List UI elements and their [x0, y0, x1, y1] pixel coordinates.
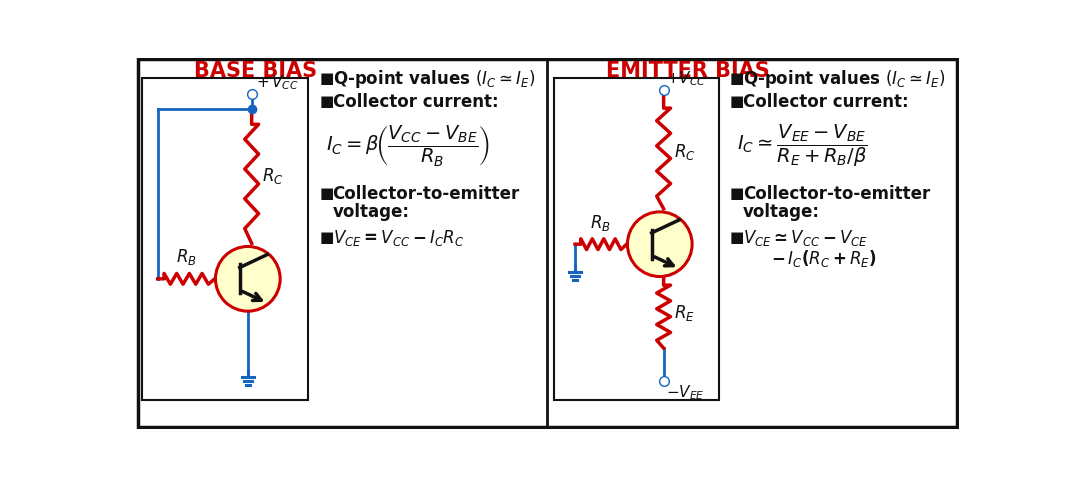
- Text: Q-point values $(I_C \simeq I_E)$: Q-point values $(I_C \simeq I_E)$: [743, 67, 945, 90]
- Text: $\blacksquare$: $\blacksquare$: [318, 71, 333, 87]
- Bar: [142, 78, 308, 400]
- Text: $\blacksquare$: $\blacksquare$: [729, 230, 744, 246]
- Text: $R_E$: $R_E$: [674, 303, 695, 323]
- Text: $I_C \simeq \dfrac{V_{EE}-V_{BE}}{R_E + R_B/\beta}$: $I_C \simeq \dfrac{V_{EE}-V_{BE}}{R_E + …: [737, 122, 867, 169]
- Circle shape: [216, 246, 280, 311]
- Text: $R_C$: $R_C$: [263, 166, 284, 187]
- Text: $\boldsymbol{-\,I_C(R_C + R_E)}$: $\boldsymbol{-\,I_C(R_C + R_E)}$: [771, 248, 877, 268]
- Bar: [553, 78, 719, 400]
- Text: $I_C = \beta \!\left(\dfrac{V_{CC}-V_{BE}}{R_B}\right)$: $I_C = \beta \!\left(\dfrac{V_{CC}-V_{BE…: [327, 123, 490, 168]
- Text: $\blacksquare$: $\blacksquare$: [729, 94, 744, 110]
- Text: $R_B$: $R_B$: [176, 247, 197, 268]
- Text: Collector current:: Collector current:: [743, 93, 909, 111]
- Text: $R_B$: $R_B$: [591, 213, 611, 233]
- Text: $\blacksquare$: $\blacksquare$: [318, 186, 333, 202]
- Text: $\blacksquare$: $\blacksquare$: [318, 230, 333, 246]
- Text: voltage:: voltage:: [743, 203, 820, 221]
- Text: Collector-to-emitter: Collector-to-emitter: [332, 185, 520, 203]
- Text: $+V_{CC}$: $+V_{CC}$: [666, 69, 706, 88]
- Text: $\blacksquare$: $\blacksquare$: [729, 71, 744, 87]
- Text: voltage:: voltage:: [332, 203, 409, 221]
- Text: $R_C$: $R_C$: [674, 142, 696, 162]
- Text: $-V_{EE}$: $-V_{EE}$: [666, 384, 705, 402]
- Text: Collector-to-emitter: Collector-to-emitter: [743, 185, 930, 203]
- Text: $\blacksquare$: $\blacksquare$: [729, 186, 744, 202]
- Text: $+\,V_{CC}$: $+\,V_{CC}$: [255, 73, 298, 92]
- Text: Collector current:: Collector current:: [332, 93, 498, 111]
- Text: $\blacksquare$: $\blacksquare$: [318, 94, 333, 110]
- Text: $\boldsymbol{V_{CE} \simeq V_{CC} - V_{CE}}$: $\boldsymbol{V_{CE} \simeq V_{CC} - V_{C…: [743, 228, 868, 248]
- Text: $\boldsymbol{V_{CE} = V_{CC} - I_C R_C}$: $\boldsymbol{V_{CE} = V_{CC} - I_C R_C}$: [332, 228, 464, 248]
- Text: Q-point values $(I_C \simeq I_E)$: Q-point values $(I_C \simeq I_E)$: [332, 67, 535, 90]
- Circle shape: [627, 212, 692, 277]
- Text: EMITTER BIAS: EMITTER BIAS: [606, 61, 770, 81]
- Text: BASE BIAS: BASE BIAS: [194, 61, 317, 81]
